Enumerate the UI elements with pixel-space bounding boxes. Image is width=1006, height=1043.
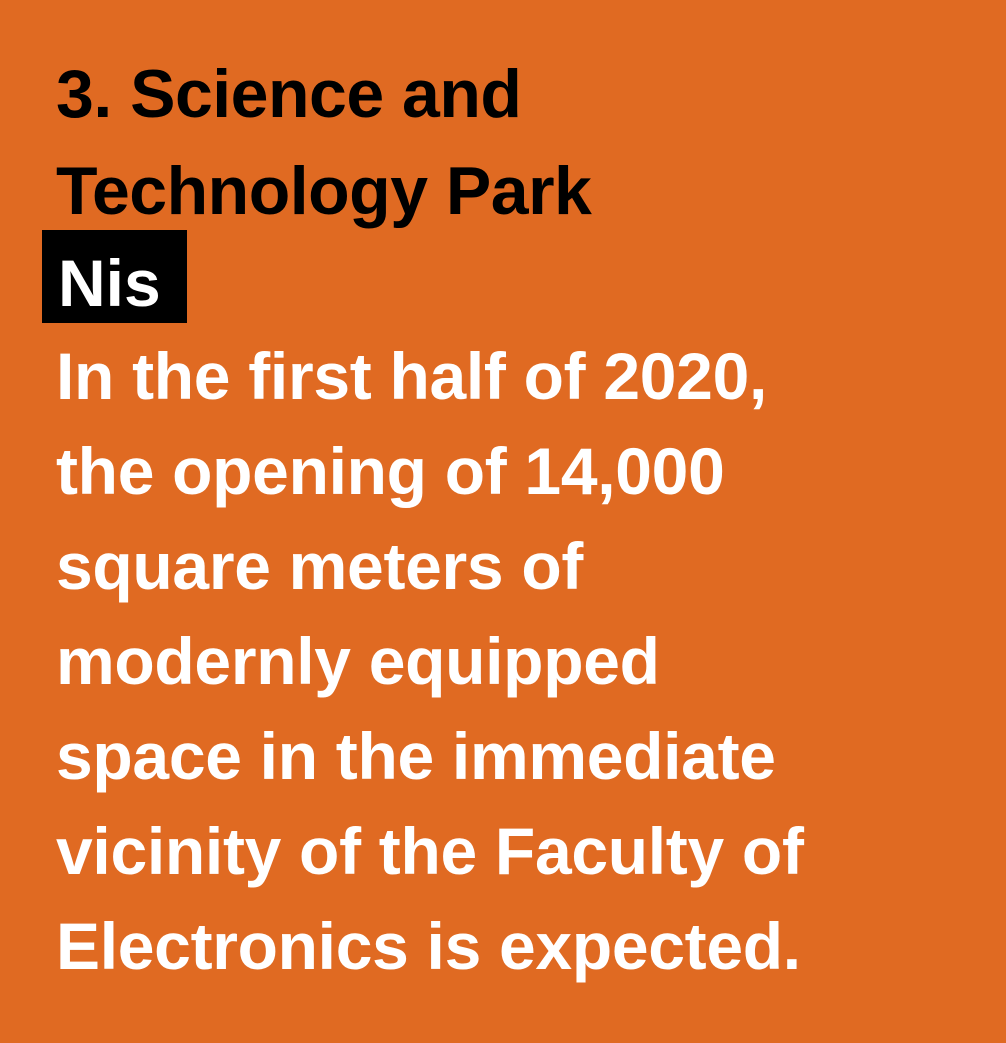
city-tag-label: Nis [58,246,161,320]
body-line: Electronics is expected. [56,909,801,983]
body-line: modernly equipped [56,624,660,698]
body-line: square meters of [56,529,584,603]
body-line: the opening of 14,000 [56,434,725,508]
body-line: In the first half of 2020, [56,339,768,413]
body-text: In the first half of 2020, the opening o… [56,329,804,994]
heading-line: 3. Science and [56,56,522,132]
body-line: space in the immediate [56,719,776,793]
heading-line: Technology Park [56,153,592,229]
heading: 3. Science and Technology Park [56,46,592,240]
body-line: vicinity of the Faculty of [56,814,804,888]
city-tag: Nis [42,230,187,323]
